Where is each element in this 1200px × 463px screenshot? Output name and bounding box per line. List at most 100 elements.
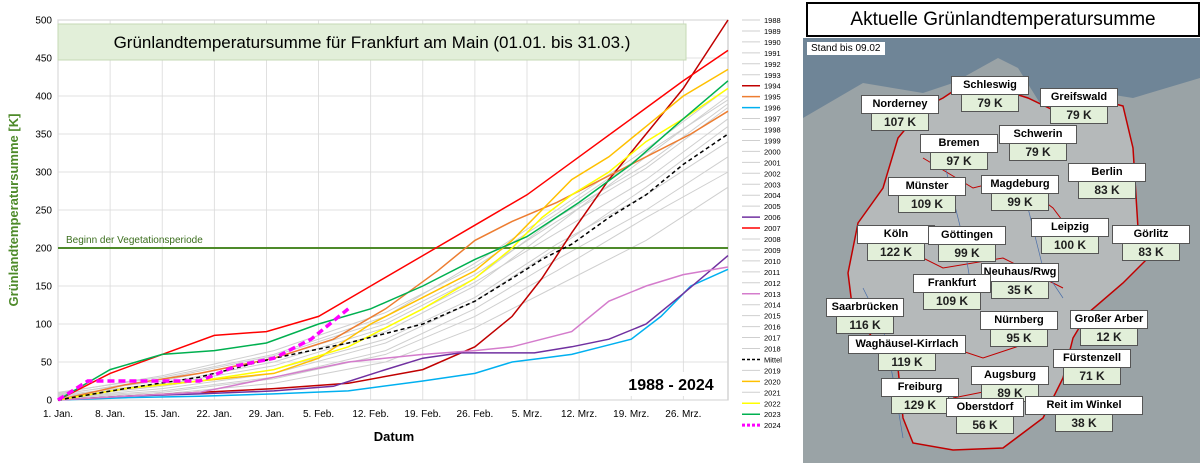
legend-entry: 2011 xyxy=(764,268,780,277)
legend-entry: 2021 xyxy=(764,388,781,397)
y-tick-label: 300 xyxy=(35,168,52,179)
legend-entry: 1989 xyxy=(764,27,781,36)
station-value: 97 K xyxy=(930,153,988,170)
x-axis-label: Datum xyxy=(374,429,414,444)
legend-entry: 2004 xyxy=(764,191,781,200)
axis-layer: 0 50 100 150 200 250 300 350 400 450 500 1. Jan. 8. … xyxy=(35,16,701,421)
background-year-line xyxy=(57,125,729,399)
station-value: 56 K xyxy=(956,417,1014,434)
station-box: Münster 109 K xyxy=(888,177,966,213)
legend-entry: 2023 xyxy=(764,410,781,419)
series-line-2007 xyxy=(57,49,729,401)
station-name: Norderney xyxy=(861,95,939,114)
station-box: Waghäusel-Kirrlach 119 K xyxy=(848,335,966,371)
legend-entry: 1993 xyxy=(764,71,781,80)
station-name: Berlin xyxy=(1068,163,1146,182)
chart-svg: 0 50 100 150 200 250 300 350 400 450 500 1. Jan. 8. … xyxy=(6,15,783,444)
chart-panel: 0 50 100 150 200 250 300 350 400 450 500 1. Jan. 8. … xyxy=(6,15,783,444)
series-line-2006 xyxy=(57,255,729,401)
station-box: Göttingen 99 K xyxy=(928,226,1006,262)
y-tick-label: 450 xyxy=(35,54,52,65)
station-value: 129 K xyxy=(891,397,949,414)
legend-entry: 1988 xyxy=(764,16,781,25)
station-name: Münster xyxy=(888,177,966,196)
background-year-line xyxy=(57,95,729,397)
background-year-line xyxy=(57,103,729,395)
legend-layer: 1988 1989 1990 1991 1992 1993 1994 1995 1996 1997… xyxy=(742,16,782,430)
legend-entry: 2000 xyxy=(764,147,781,156)
station-name: Bremen xyxy=(920,134,998,153)
x-tick-label: 8. Jan. xyxy=(95,409,125,420)
x-tick-label: 26. Mrz. xyxy=(665,409,701,420)
station-value: 109 K xyxy=(898,196,956,213)
y-axis-label: Grünlandtemperatursumme [K] xyxy=(6,114,21,307)
legend-entry: 2022 xyxy=(764,399,781,408)
station-value: 79 K xyxy=(1050,107,1108,124)
station-box: Schwerin 79 K xyxy=(999,125,1077,161)
station-name: Göttingen xyxy=(928,226,1006,245)
station-value: 35 K xyxy=(991,282,1049,299)
series-line-1995 xyxy=(57,110,729,401)
station-name: Nürnberg xyxy=(980,311,1058,330)
background-year-line xyxy=(57,106,729,396)
station-box: Frankfurt 109 K xyxy=(913,274,991,310)
stand-label: Stand bis 09.02 xyxy=(807,42,885,55)
y-tick-label: 100 xyxy=(35,320,52,331)
station-name: Magdeburg xyxy=(981,175,1059,194)
legend-entry: 1994 xyxy=(764,82,781,91)
station-box: Oberstdorf 56 K xyxy=(946,398,1024,434)
station-box: Görlitz 83 K xyxy=(1112,225,1190,261)
station-box: Berlin 83 K xyxy=(1068,163,1146,199)
chart-title-box xyxy=(57,23,687,61)
station-box: Magdeburg 99 K xyxy=(981,175,1059,211)
y-tick-label: 250 xyxy=(35,206,52,217)
station-name: Schleswig xyxy=(951,76,1029,95)
x-tick-label: 1. Jan. xyxy=(43,409,73,420)
station-box: Saarbrücken 116 K xyxy=(826,298,904,334)
station-value: 99 K xyxy=(991,194,1049,211)
chart-title: Grünlandtemperatursumme für Frankfurt am… xyxy=(114,33,631,52)
station-name: Reit im Winkel xyxy=(1025,396,1143,415)
station-value: 99 K xyxy=(938,245,996,262)
station-name: Köln xyxy=(857,225,935,244)
series-line-2024 xyxy=(57,307,350,402)
series-line-2022 xyxy=(57,87,729,401)
reference-line-label: Beginn der Vegetationsperiode xyxy=(66,235,203,246)
station-box: Greifswald 79 K xyxy=(1040,88,1118,124)
legend-entry: 1991 xyxy=(764,49,781,58)
station-name: Leipzig xyxy=(1031,218,1109,237)
legend-entry: 1998 xyxy=(764,126,781,135)
y-tick-label: 150 xyxy=(35,282,52,293)
station-value: 83 K xyxy=(1122,244,1180,261)
background-year-line xyxy=(57,156,729,399)
y-tick-label: 50 xyxy=(41,358,53,369)
legend-entry: 2017 xyxy=(764,334,781,343)
grid-layer xyxy=(57,19,728,401)
legend-entry: 2024 xyxy=(764,421,781,430)
station-name: Frankfurt xyxy=(913,274,991,293)
station-box: Neuhaus/Rwg 35 K xyxy=(981,263,1059,299)
station-value: 122 K xyxy=(867,244,925,261)
station-box: Norderney 107 K xyxy=(861,95,939,131)
station-name: Augsburg xyxy=(971,366,1049,385)
background-year-line xyxy=(57,171,729,399)
legend-entry: 2013 xyxy=(764,290,781,299)
legend-entry: 2001 xyxy=(764,158,781,167)
legend-entry: 1990 xyxy=(764,38,781,47)
station-value: 12 K xyxy=(1080,329,1138,346)
station-name: Waghäusel-Kirrlach xyxy=(848,335,966,354)
legend-entry: 2002 xyxy=(764,169,781,178)
background-year-line xyxy=(57,99,729,394)
legend-entry: 2018 xyxy=(764,345,781,354)
station-value: 116 K xyxy=(836,317,894,334)
series-line-2013 xyxy=(57,266,729,401)
series-line-2023 xyxy=(57,80,729,401)
x-tick-label: 12. Feb. xyxy=(352,409,389,420)
legend-entry: 2003 xyxy=(764,180,781,189)
station-value: 95 K xyxy=(990,330,1048,347)
legend-entry: 2014 xyxy=(764,301,781,310)
legend-entry: 2016 xyxy=(764,323,781,332)
series-line-1996 xyxy=(57,268,729,401)
legend-entry: 2010 xyxy=(764,257,781,266)
station-box: Reit im Winkel 38 K xyxy=(1025,396,1143,432)
